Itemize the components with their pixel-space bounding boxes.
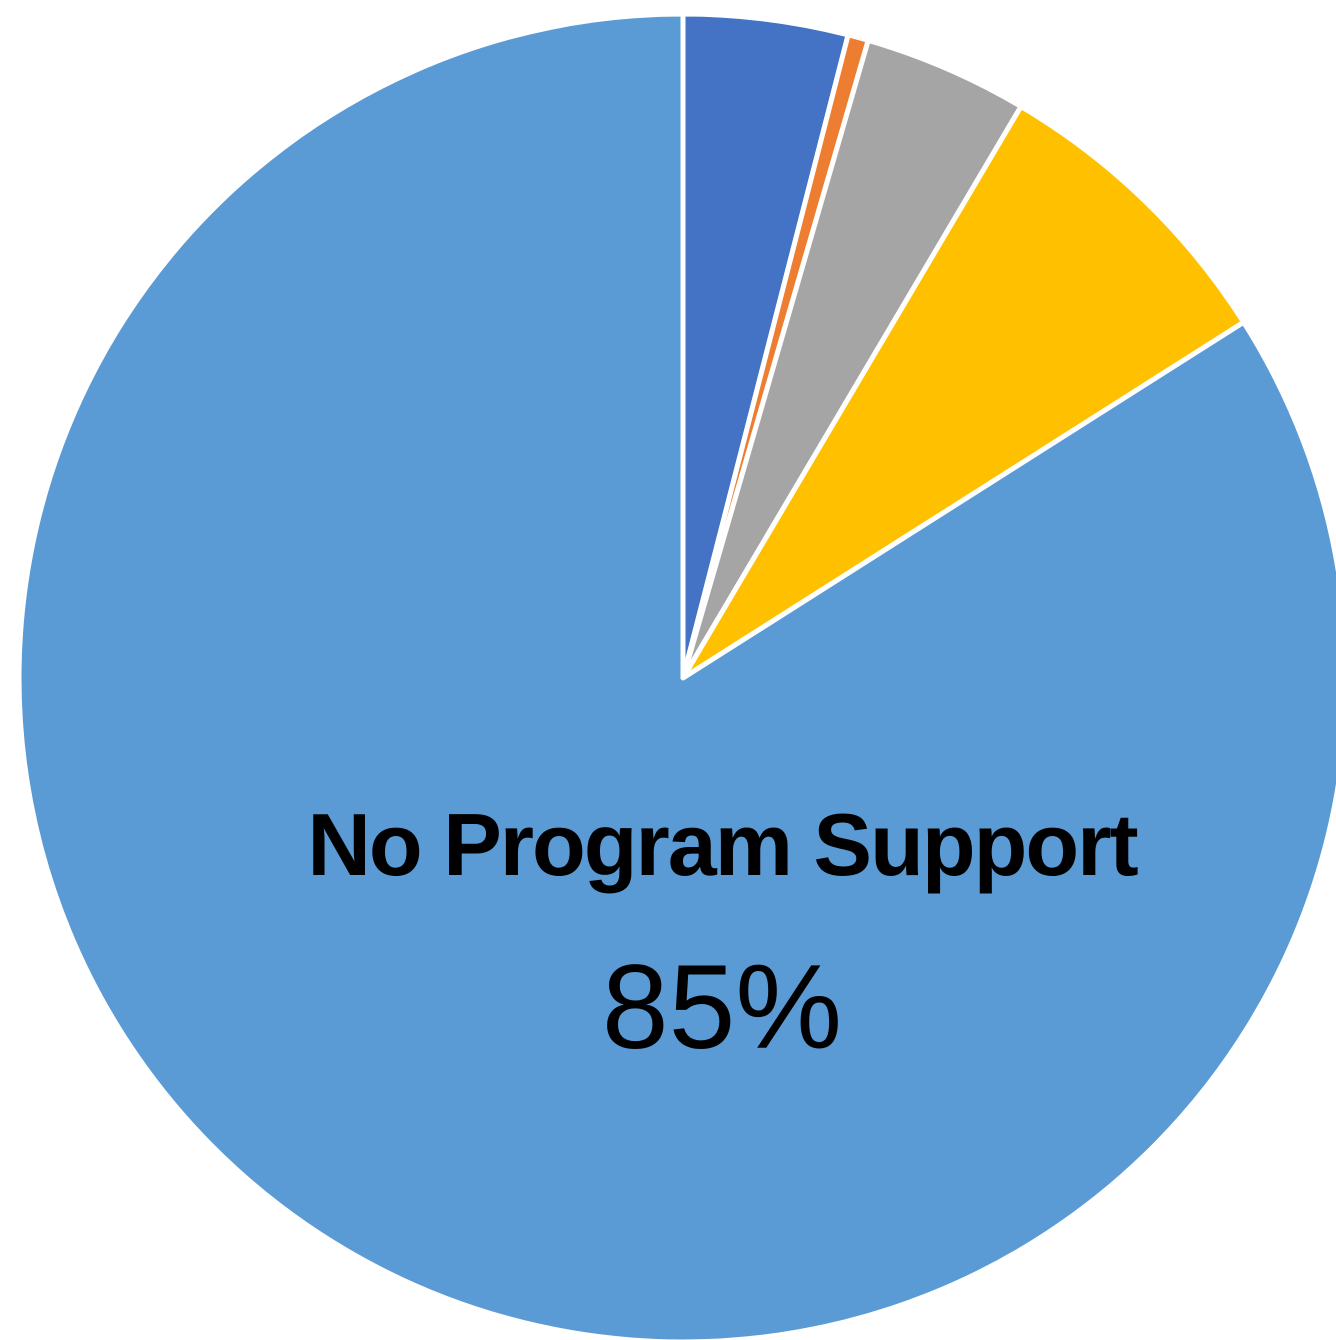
slice-value-no-program-support: 85% [602, 940, 842, 1074]
pie-slice-3 [680, 103, 1247, 681]
slice-label-no-program-support: No Program Support [307, 795, 1138, 894]
pie-slices [16, 11, 1336, 1340]
pie-slice-4 [16, 11, 1336, 1340]
